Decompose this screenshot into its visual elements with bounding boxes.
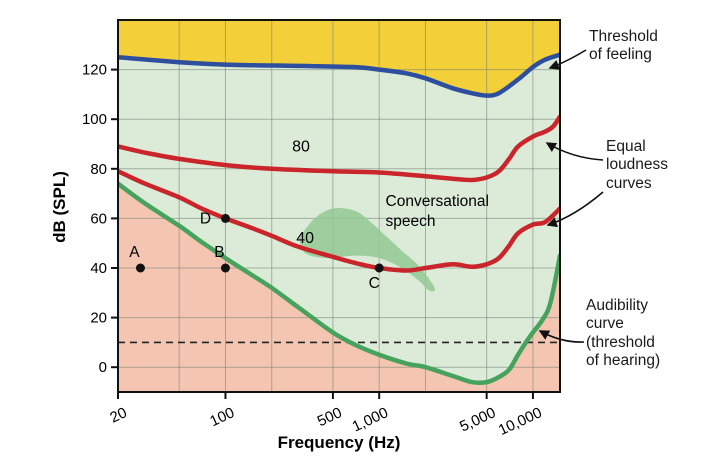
point-C [374,263,384,273]
point-D [220,213,230,223]
label-audibility-curve: Audibility curve (threshold of hearing) [586,297,661,369]
curve-threshold-of-feeling [118,52,560,98]
label-equal-loudness-curves: Equal loudness curves [606,138,669,192]
y-tick-label: 60 [90,210,107,227]
conversational-speech-label: speech [386,213,436,230]
plot-area [118,20,560,392]
x-tick-label: 20 [107,404,129,426]
conversational-speech-region [298,207,435,292]
x-tick-label: 1,000 [350,404,391,435]
y-tick-label: 0 [99,359,107,376]
arrow-equal-loudness-upper [545,142,604,161]
curve-audibility-curve-threshold-of-hearing [118,181,560,386]
point-label-D: D [200,210,211,227]
point-label-C: C [369,275,380,292]
curve-equal-loudness-40 [118,169,560,273]
y-axis-title: dB (SPL) [50,171,69,243]
point-label-A: A [129,244,140,261]
curve-label-40: 40 [296,230,314,247]
region-above-threshold-of-feeling [118,20,560,96]
arrow-audibility-curve [538,330,585,343]
y-tick-label: 20 [90,310,107,327]
plot-border [117,19,561,393]
x-tick-label: 100 [207,404,237,430]
point-label-B: B [214,244,224,261]
y-tick-label: 120 [82,62,107,79]
x-tick-label: 5,000 [457,404,498,435]
y-tick-label: 80 [90,161,107,178]
curve-equal-loudness-80 [118,114,560,183]
conversational-speech-label: Conversational [386,193,489,210]
label-threshold-of-feeling: Threshold of feeling [589,28,658,64]
arrow-equal-loudness-lower [546,191,604,228]
point-A [135,263,145,273]
y-tick-label: 40 [90,260,107,277]
point-B [220,263,230,273]
x-axis-title: Frequency (Hz) [277,433,401,452]
y-tick-label: 100 [82,111,107,128]
x-tick-label: 500 [315,404,345,430]
arrow-threshold-of-feeling [548,49,587,70]
curve-label-80: 80 [292,138,310,155]
